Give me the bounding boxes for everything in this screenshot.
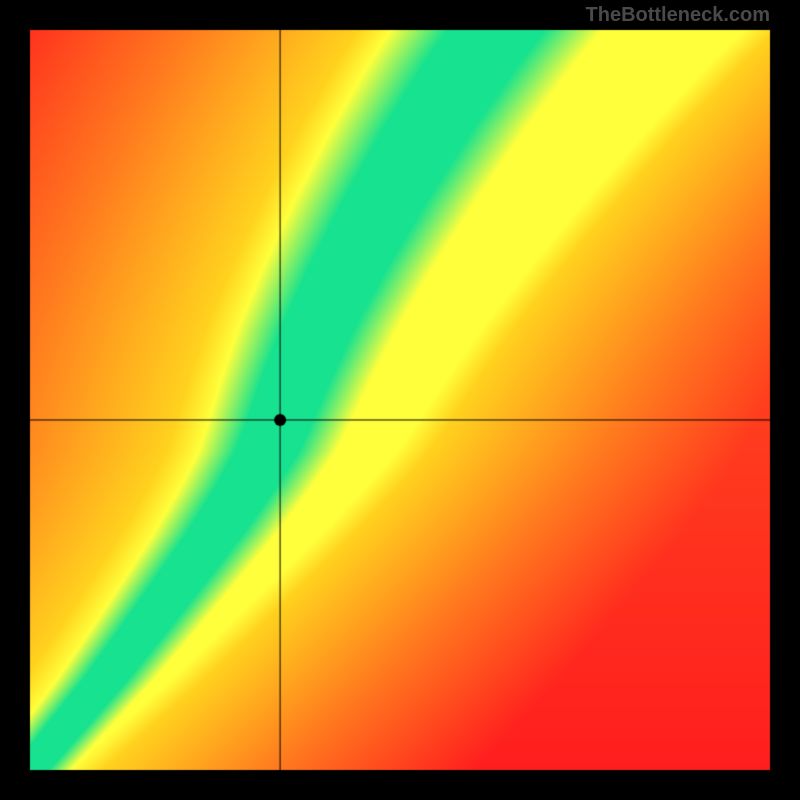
watermark-text: TheBottleneck.com — [586, 4, 770, 27]
chart-container: TheBottleneck.com — [0, 0, 800, 800]
bottleneck-heatmap-canvas — [0, 0, 800, 800]
